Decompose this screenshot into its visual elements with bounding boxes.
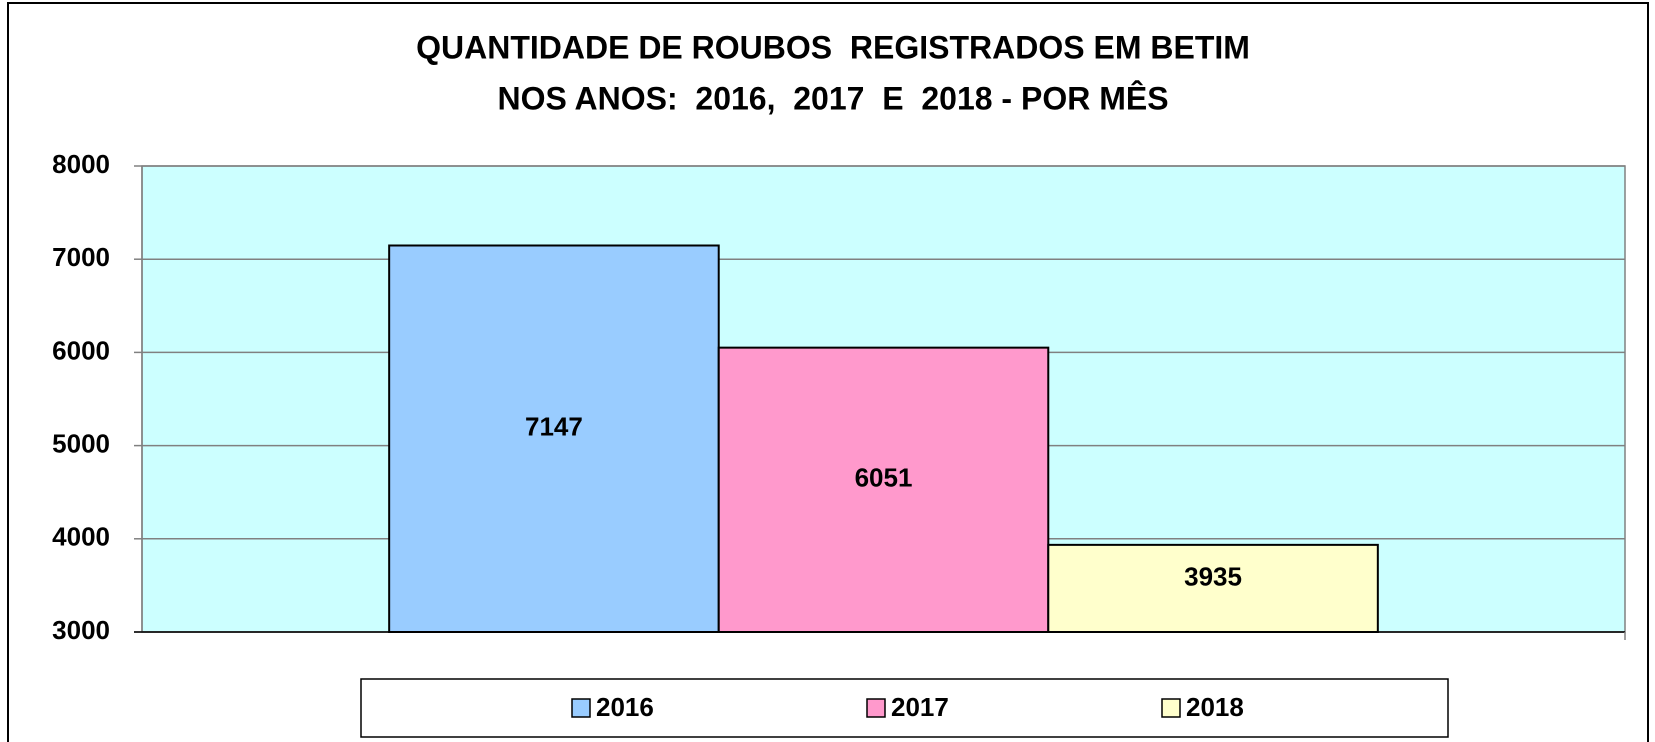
data-label: 7147: [525, 412, 583, 442]
y-tick-label: 7000: [52, 242, 110, 272]
legend-swatch: [1161, 698, 1181, 718]
y-tick-label: 8000: [52, 149, 110, 179]
y-tick-label: 3000: [52, 615, 110, 645]
y-tick-label: 4000: [52, 522, 110, 552]
chart-title: QUANTIDADE DE ROUBOS REGISTRADOS EM BETI…: [416, 29, 1250, 65]
legend-box: [360, 678, 1449, 738]
data-label: 6051: [855, 463, 913, 493]
legend-label: 2017: [891, 692, 949, 722]
y-tick-label: 5000: [52, 428, 110, 458]
bar: [1047, 543, 1379, 633]
bar: [388, 244, 720, 633]
legend-swatch: [866, 698, 886, 718]
bar: [717, 346, 1050, 633]
legend-swatch: [571, 698, 591, 718]
legend-label: 2018: [1186, 692, 1244, 722]
y-tick-label: 6000: [52, 335, 110, 365]
data-label: 3935: [1184, 561, 1242, 591]
chart-title: NOS ANOS: 2016, 2017 E 2018 - POR MÊS: [497, 80, 1168, 116]
legend-label: 2016: [596, 692, 654, 722]
